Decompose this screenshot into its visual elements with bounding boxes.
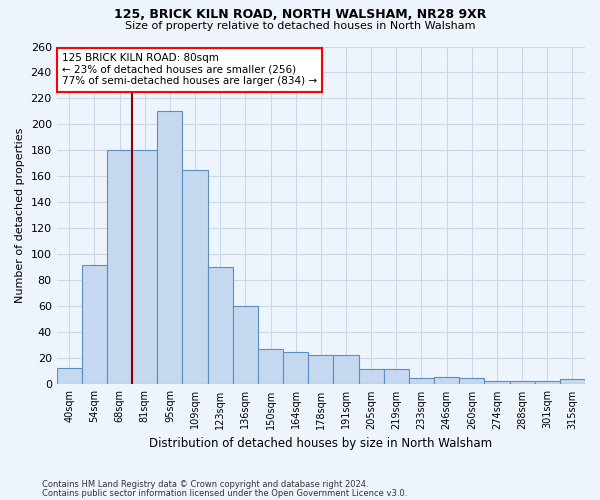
Bar: [182, 170, 208, 384]
Bar: [82, 265, 107, 384]
Text: Contains public sector information licensed under the Open Government Licence v3: Contains public sector information licen…: [42, 489, 407, 498]
Bar: [384, 369, 409, 384]
Bar: [535, 380, 560, 384]
Bar: [258, 350, 283, 384]
Text: Contains HM Land Registry data © Crown copyright and database right 2024.: Contains HM Land Registry data © Crown c…: [42, 480, 368, 489]
Text: 125 BRICK KILN ROAD: 80sqm
← 23% of detached houses are smaller (256)
77% of sem: 125 BRICK KILN ROAD: 80sqm ← 23% of deta…: [62, 54, 317, 86]
Bar: [208, 268, 233, 384]
Text: 125, BRICK KILN ROAD, NORTH WALSHAM, NR28 9XR: 125, BRICK KILN ROAD, NORTH WALSHAM, NR2…: [114, 8, 486, 20]
Bar: [107, 150, 132, 384]
Bar: [157, 112, 182, 384]
Bar: [434, 376, 459, 384]
Bar: [334, 354, 359, 384]
Bar: [233, 306, 258, 384]
Text: Size of property relative to detached houses in North Walsham: Size of property relative to detached ho…: [125, 21, 475, 31]
Bar: [132, 150, 157, 384]
Bar: [409, 378, 434, 384]
Bar: [459, 378, 484, 384]
Bar: [560, 379, 585, 384]
Y-axis label: Number of detached properties: Number of detached properties: [15, 128, 25, 303]
Bar: [283, 352, 308, 384]
Bar: [484, 380, 509, 384]
Bar: [509, 380, 535, 384]
Bar: [308, 354, 334, 384]
X-axis label: Distribution of detached houses by size in North Walsham: Distribution of detached houses by size …: [149, 437, 493, 450]
Bar: [56, 368, 82, 384]
Bar: [359, 369, 384, 384]
